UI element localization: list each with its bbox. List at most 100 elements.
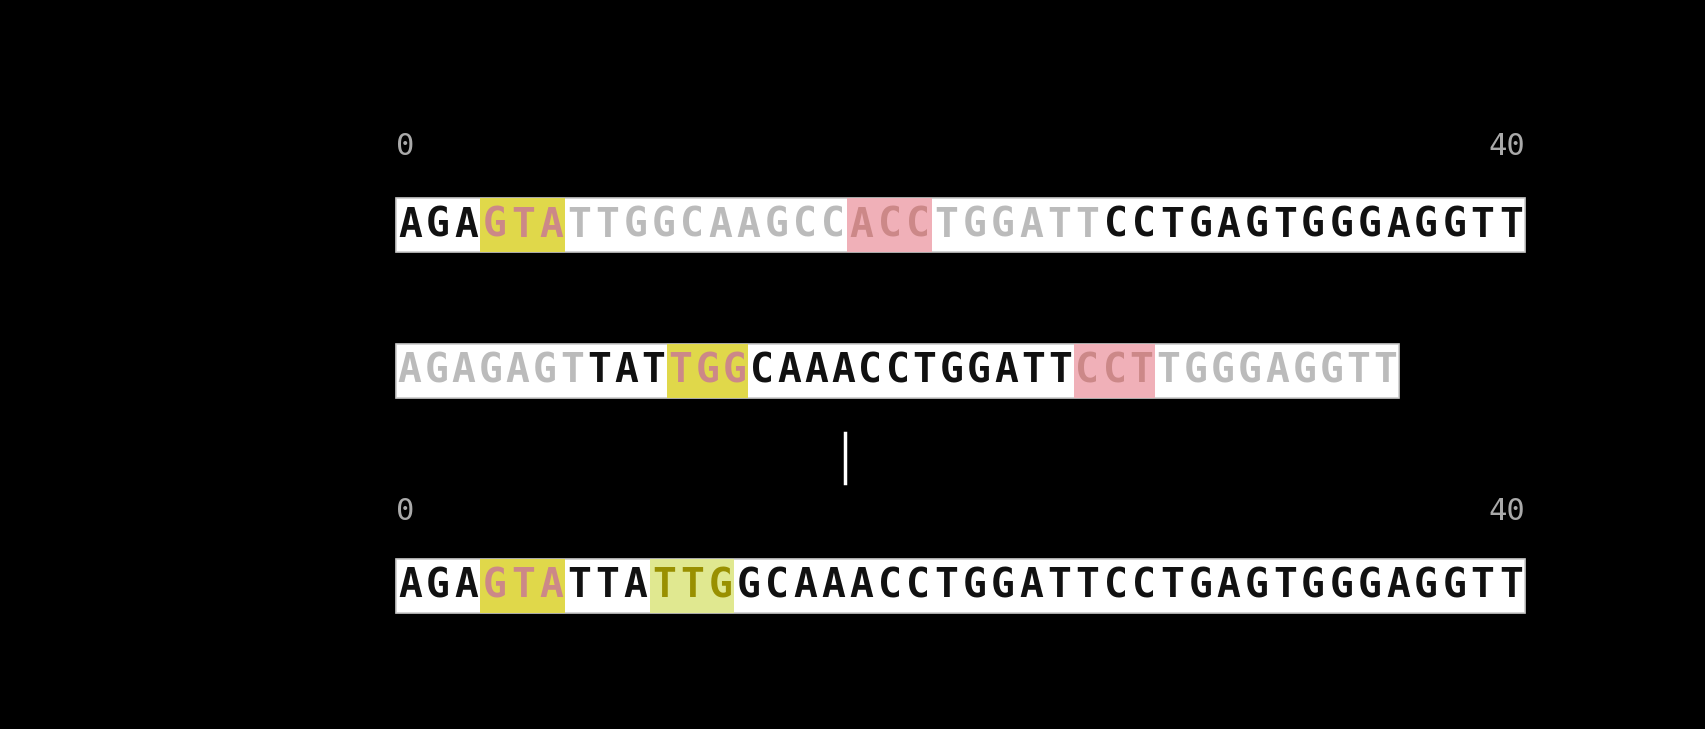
Text: T: T	[651, 566, 675, 606]
Text: T: T	[510, 206, 534, 244]
Text: A: A	[776, 351, 800, 391]
FancyBboxPatch shape	[667, 344, 694, 397]
FancyBboxPatch shape	[537, 198, 564, 252]
FancyBboxPatch shape	[396, 198, 1524, 252]
Text: C: C	[905, 206, 929, 244]
Text: A: A	[624, 566, 648, 606]
Text: G: G	[1357, 566, 1381, 606]
Text: A: A	[1265, 351, 1289, 391]
Text: A: A	[830, 351, 854, 391]
Text: T: T	[1345, 351, 1369, 391]
FancyBboxPatch shape	[847, 198, 875, 252]
Text: T: T	[1272, 566, 1296, 606]
Text: T: T	[912, 351, 936, 391]
Text: G: G	[1413, 566, 1437, 606]
Text: G: G	[991, 566, 1014, 606]
Text: G: G	[1413, 206, 1437, 244]
Text: 0: 0	[396, 496, 414, 526]
Text: C: C	[1074, 351, 1098, 391]
Text: G: G	[426, 566, 450, 606]
Text: G: G	[764, 206, 788, 244]
Text: G: G	[1245, 206, 1269, 244]
Text: G: G	[426, 206, 450, 244]
Text: T: T	[568, 206, 590, 244]
Text: A: A	[849, 566, 873, 606]
Text: C: C	[1101, 351, 1125, 391]
Text: T: T	[568, 566, 590, 606]
Text: A: A	[1018, 566, 1042, 606]
FancyBboxPatch shape	[706, 559, 735, 612]
Text: A: A	[397, 206, 421, 244]
Text: C: C	[878, 566, 902, 606]
Text: T: T	[1047, 206, 1071, 244]
Text: 40: 40	[1487, 132, 1524, 161]
Text: C: C	[1130, 206, 1154, 244]
Text: G: G	[737, 566, 760, 606]
Text: G: G	[479, 351, 503, 391]
Text: G: G	[1211, 351, 1234, 391]
Text: A: A	[737, 206, 760, 244]
Text: C: C	[858, 351, 881, 391]
Text: G: G	[1328, 566, 1352, 606]
Text: C: C	[1103, 566, 1127, 606]
FancyBboxPatch shape	[396, 344, 1398, 397]
Text: A: A	[708, 206, 731, 244]
Text: A: A	[1216, 206, 1240, 244]
Text: A: A	[793, 566, 817, 606]
Text: T: T	[668, 351, 692, 391]
Text: G: G	[1441, 566, 1465, 606]
Text: C: C	[1103, 206, 1127, 244]
Text: T: T	[1159, 566, 1183, 606]
Text: A: A	[803, 351, 827, 391]
Text: A: A	[397, 351, 421, 391]
Text: T: T	[1074, 206, 1098, 244]
FancyBboxPatch shape	[1072, 344, 1100, 397]
Text: T: T	[1470, 206, 1494, 244]
Text: G: G	[1301, 206, 1325, 244]
Text: G: G	[1318, 351, 1342, 391]
FancyBboxPatch shape	[396, 559, 1524, 612]
Text: A: A	[454, 206, 477, 244]
Text: G: G	[1188, 206, 1212, 244]
Text: 0: 0	[396, 132, 414, 161]
Text: A: A	[849, 206, 873, 244]
Text: C: C	[905, 566, 929, 606]
Text: G: G	[1328, 206, 1352, 244]
Text: G: G	[939, 351, 963, 391]
Text: T: T	[1499, 206, 1523, 244]
Text: G: G	[696, 351, 720, 391]
FancyBboxPatch shape	[508, 198, 537, 252]
Text: G: G	[1238, 351, 1262, 391]
Text: G: G	[991, 206, 1014, 244]
Text: T: T	[587, 351, 610, 391]
Text: G: G	[708, 566, 731, 606]
FancyBboxPatch shape	[537, 559, 564, 612]
Text: T: T	[934, 206, 958, 244]
Text: A: A	[820, 566, 844, 606]
Text: C: C	[680, 206, 704, 244]
FancyBboxPatch shape	[508, 559, 537, 612]
Text: G: G	[425, 351, 448, 391]
Text: T: T	[1159, 206, 1183, 244]
Text: T: T	[934, 566, 958, 606]
Text: G: G	[967, 351, 991, 391]
Text: C: C	[750, 351, 774, 391]
Text: C: C	[793, 206, 817, 244]
FancyBboxPatch shape	[694, 344, 721, 397]
Text: G: G	[483, 206, 506, 244]
FancyBboxPatch shape	[1100, 344, 1127, 397]
Text: T: T	[1499, 566, 1523, 606]
Text: A: A	[994, 351, 1018, 391]
FancyBboxPatch shape	[481, 198, 508, 252]
Text: C: C	[878, 206, 902, 244]
Text: C: C	[885, 351, 909, 391]
Text: G: G	[1245, 566, 1269, 606]
Text: G: G	[624, 206, 648, 244]
Text: T: T	[680, 566, 704, 606]
Text: A: A	[1384, 206, 1408, 244]
Text: T: T	[510, 566, 534, 606]
Text: G: G	[1292, 351, 1316, 391]
FancyBboxPatch shape	[721, 344, 748, 397]
Text: T: T	[559, 351, 583, 391]
Text: A: A	[1216, 566, 1240, 606]
